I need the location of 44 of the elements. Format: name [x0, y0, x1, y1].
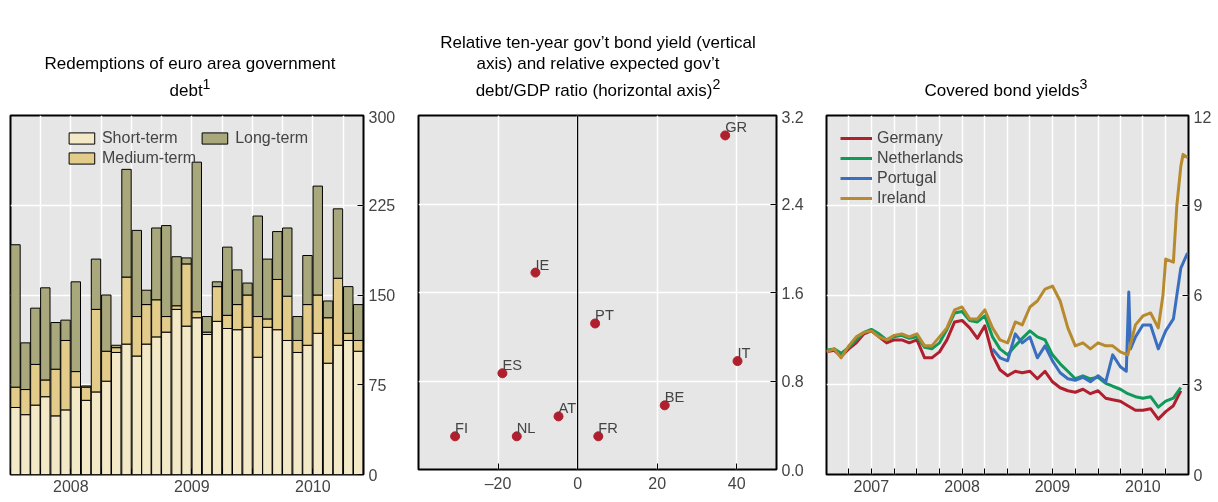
- y-tick-label: 75: [368, 376, 387, 394]
- annotation: FI: [455, 420, 469, 437]
- x-tick-label: 2008: [944, 477, 980, 495]
- y-tick-label: 150: [368, 287, 396, 304]
- legend-label: Ireland: [877, 189, 926, 207]
- y-tick-label: 9: [1193, 197, 1203, 215]
- chart-title: Covered bond yields$^{3}$: [923, 75, 1089, 101]
- legend-label: Long-term: [235, 129, 309, 147]
- annotation: PT: [595, 307, 614, 324]
- y-tick-label: 0.8: [781, 373, 804, 390]
- annotation: IE: [535, 256, 550, 273]
- x-tick-label: 2009: [174, 477, 210, 495]
- y-tick-label: 1.6: [781, 284, 804, 302]
- x-tick-label: 2007: [853, 477, 890, 495]
- legend-label: Portugal: [877, 169, 937, 187]
- annotation: FR: [598, 420, 618, 437]
- y-tick-label: 12: [1193, 108, 1212, 126]
- x-tick-label: 2010: [1125, 477, 1161, 495]
- annotation: ES: [502, 357, 523, 374]
- y-tick-label: 300: [368, 108, 396, 126]
- annotation: AT: [558, 400, 577, 417]
- x-tick-label: 40: [727, 474, 746, 492]
- x-tick-label: 2008: [53, 477, 89, 495]
- x-tick-label: 2010: [294, 477, 331, 495]
- x-tick-label: 2009: [1034, 477, 1071, 495]
- chart-title: Redemptions of euro area government debt$^{1}$: [43, 53, 337, 101]
- y-tick-label: 6: [1193, 287, 1203, 304]
- y-tick-label: 0.0: [781, 461, 804, 479]
- y-tick-label: 3.2: [781, 108, 804, 126]
- annotation: IT: [737, 345, 751, 362]
- annotation: BE: [664, 389, 685, 406]
- x-tick-label: –20: [484, 474, 512, 492]
- chart-title: Relative ten-year gov’t bond yield (vertical axis) and relative expected gov’t debt/GDP ratio (horizontal axis)$^{2}$: [439, 32, 757, 101]
- legend-label: Germany: [877, 129, 943, 147]
- legend-label: Medium-term: [101, 149, 197, 167]
- annotation: GR: [725, 119, 748, 136]
- y-tick-label: 3: [1193, 376, 1203, 394]
- legend-label: Netherlands: [877, 149, 964, 167]
- y-tick-label: 2.4: [781, 196, 804, 213]
- x-tick-label: 20: [648, 474, 667, 492]
- x-tick-label: 0: [573, 474, 583, 492]
- annotation: NL: [516, 420, 536, 437]
- legend-label: Short-term: [101, 129, 178, 147]
- y-tick-label: 225: [368, 197, 396, 215]
